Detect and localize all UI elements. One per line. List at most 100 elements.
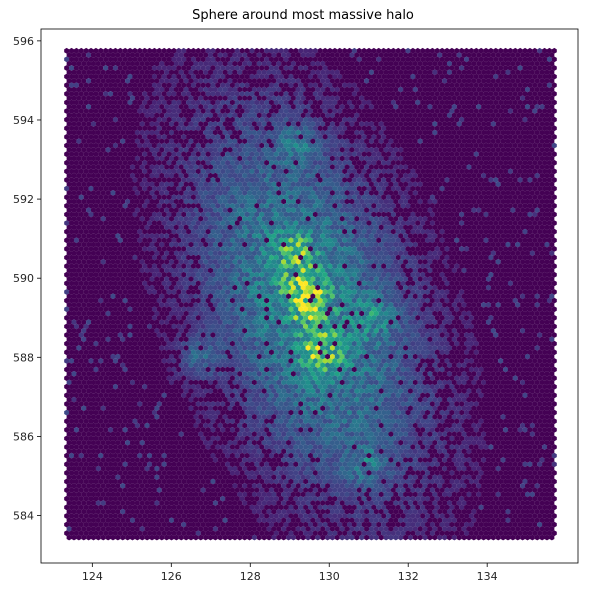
hex-bin (420, 56, 426, 63)
hex-bin (308, 65, 313, 71)
hex-bin (344, 52, 350, 58)
hex-bin (386, 73, 391, 80)
hex-bin (478, 56, 484, 63)
hex-bin (332, 47, 338, 54)
hex-bin (173, 52, 179, 58)
hex-bin (544, 69, 550, 76)
hex-bin (488, 65, 494, 71)
hex-bin (527, 47, 533, 54)
hex-bin (88, 47, 94, 54)
hex-bin (91, 60, 96, 67)
hex-bin (156, 73, 162, 80)
hex-bin (412, 52, 418, 58)
hex-bin (381, 56, 387, 63)
hex-bin (73, 73, 79, 80)
hex-bin (429, 56, 435, 63)
hex-bin (551, 47, 557, 54)
hex-bin (466, 69, 472, 76)
hex-bin (522, 47, 528, 54)
hex-bin (405, 65, 411, 71)
hex-bin (247, 52, 253, 58)
hex-bin (349, 60, 355, 67)
hex-bin (342, 65, 348, 71)
hex-bin (222, 69, 228, 76)
hex-bin (327, 65, 333, 71)
hex-bin (249, 56, 255, 63)
hex-bin (322, 73, 328, 80)
hex-bin (473, 73, 479, 80)
hex-bin (290, 69, 296, 76)
hex-bin (356, 73, 362, 80)
hex-bin (308, 47, 313, 54)
hex-bin (388, 52, 394, 58)
hex-bin (268, 65, 274, 71)
hex-bin (390, 65, 396, 71)
hex-bin (407, 69, 413, 76)
hex-bin (93, 65, 99, 71)
hex-bin (142, 65, 148, 71)
hex-bin (190, 56, 196, 63)
hex-bin (268, 56, 274, 63)
hex-bin (542, 47, 548, 54)
hex-bin (132, 56, 138, 63)
hex-bin (200, 47, 206, 54)
hex-bin (417, 69, 423, 76)
hex-bin (471, 60, 477, 67)
hex-bin (505, 69, 511, 76)
hex-bin (434, 65, 440, 71)
hex-bin (244, 73, 250, 80)
hex-bin (412, 60, 418, 67)
hex-bin (322, 65, 328, 71)
hex-bin (551, 65, 557, 71)
hex-bin (381, 65, 387, 71)
hex-bin (493, 56, 499, 63)
hex-bin (312, 47, 318, 54)
hex-bin (115, 69, 121, 76)
hex-bin (122, 73, 128, 80)
hex-bin (100, 69, 106, 76)
hex-bin (132, 65, 138, 71)
hex-bin (464, 56, 470, 63)
hex-bin (522, 65, 528, 71)
hex-bin (244, 56, 250, 63)
hex-bin (344, 69, 350, 76)
hex-bin (407, 52, 413, 58)
hex-bin (166, 56, 172, 63)
hex-bin (483, 65, 489, 71)
hex-bin (549, 60, 555, 67)
hex-bin (251, 52, 257, 58)
hex-bin (400, 47, 406, 54)
hex-bin (339, 60, 345, 67)
hex-bin (368, 52, 374, 58)
hex-bin (176, 73, 182, 80)
hex-bin (398, 60, 404, 67)
hex-bin (256, 60, 262, 67)
hex-bin (154, 52, 160, 58)
hex-bin (442, 69, 448, 76)
hex-bin (371, 47, 377, 54)
hex-bin (498, 73, 504, 80)
hex-bin (103, 73, 109, 80)
hex-bin (471, 69, 477, 76)
hex-bin (76, 60, 82, 67)
hex-bin (320, 60, 326, 67)
hex-bin (400, 56, 406, 63)
hex-bin (229, 47, 235, 54)
hex-bin (288, 47, 294, 54)
hex-bin (66, 52, 72, 58)
hex-bin (271, 52, 277, 58)
hex-bin (434, 73, 440, 80)
hex-bin (159, 60, 165, 67)
hex-bin (376, 47, 382, 54)
hex-bin (434, 56, 440, 63)
hex-bin (190, 73, 196, 80)
hex-bin (390, 56, 396, 63)
hex-bin (176, 47, 182, 54)
hex-bin (95, 60, 101, 67)
hex-bin (412, 69, 418, 76)
hex-bin (381, 47, 387, 54)
hex-bin (193, 69, 199, 76)
hex-bin (195, 47, 201, 54)
hex-bin (115, 60, 121, 67)
hex-bin (105, 52, 111, 58)
